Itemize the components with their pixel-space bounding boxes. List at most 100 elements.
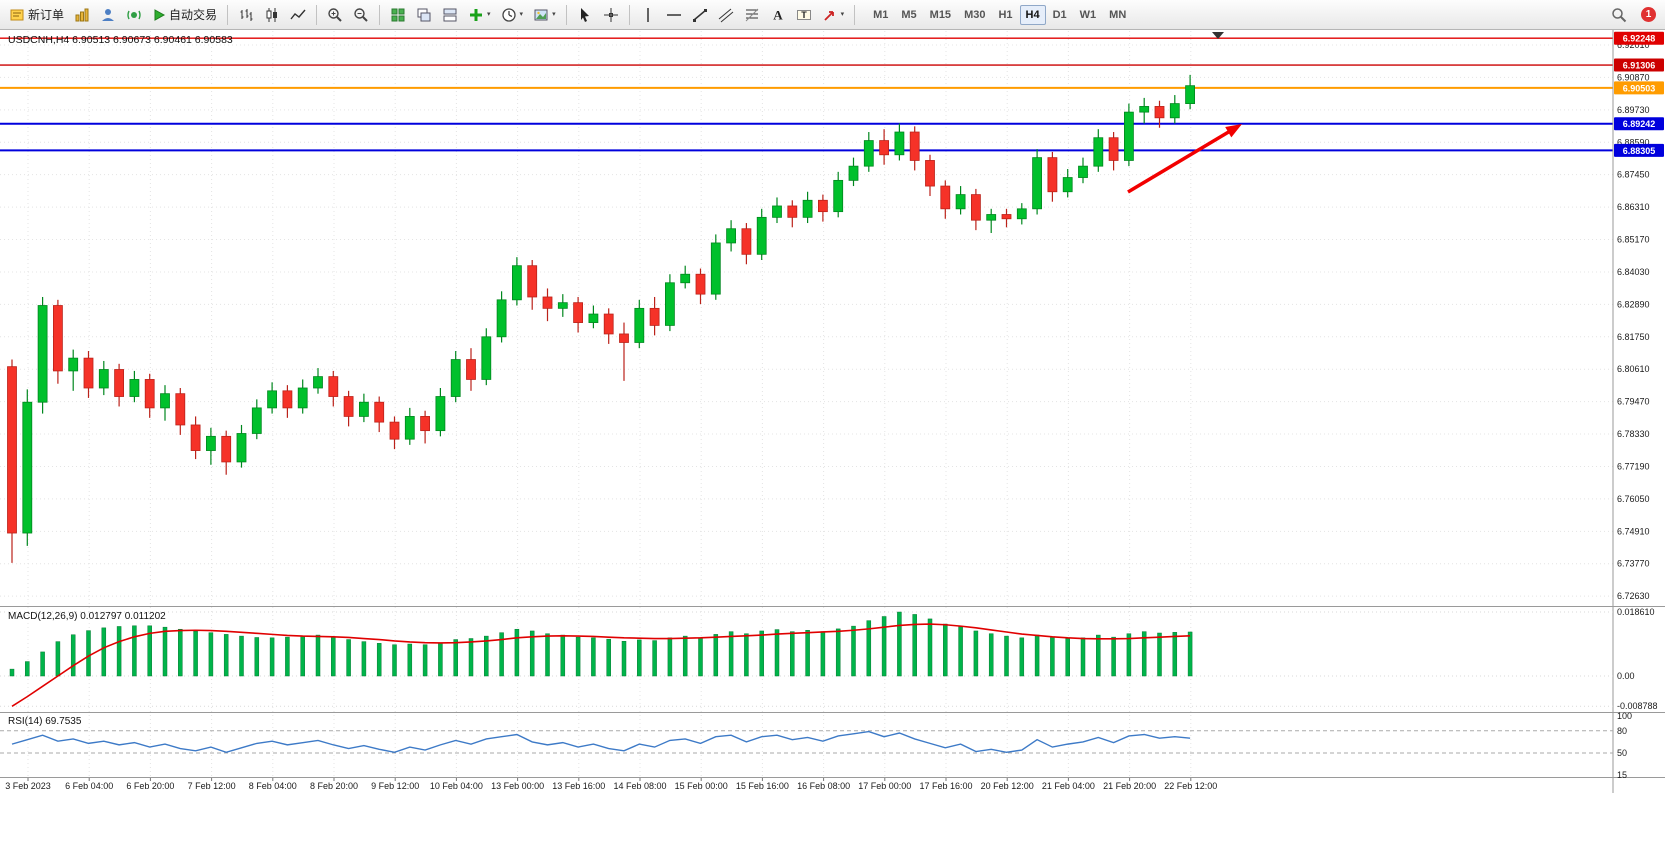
text-label-icon: T — [796, 7, 812, 23]
macd-histogram-bar — [70, 634, 76, 677]
price-axis-label: 6.80610 — [1617, 364, 1650, 374]
price-axis-label: 6.78330 — [1617, 429, 1650, 439]
zoom-out-button[interactable] — [349, 3, 373, 27]
notification-badge[interactable]: 1 — [1641, 7, 1656, 22]
candle — [1139, 106, 1150, 113]
candle — [83, 357, 94, 389]
macd-histogram-bar — [927, 618, 933, 677]
macd-histogram-bar — [988, 633, 994, 677]
time-axis-label: 3 Feb 2023 — [5, 781, 51, 791]
periods-button[interactable]: ▾ — [497, 3, 528, 27]
macd-histogram-bar — [376, 643, 382, 677]
tile-windows-button[interactable] — [386, 3, 410, 27]
candle — [358, 401, 369, 417]
tab-timeframe-m1[interactable]: M1 — [867, 5, 894, 25]
candlestick-type-button[interactable] — [260, 3, 284, 27]
market-sound-button[interactable] — [122, 3, 146, 27]
autotrading-label: 自动交易 — [169, 8, 218, 22]
price-axis-label: 6.85170 — [1617, 235, 1650, 245]
search-icon — [1611, 7, 1627, 23]
macd-histogram-bar — [1141, 631, 1147, 677]
trendline-tool-button[interactable] — [688, 3, 712, 27]
rsi-title: RSI(14) 69.7535 — [8, 716, 82, 727]
bar-chart-type-button[interactable] — [234, 3, 258, 27]
candle — [1078, 165, 1088, 178]
cursor-tool-button[interactable] — [573, 3, 597, 27]
channel-tool-button[interactable] — [714, 3, 738, 27]
candle — [22, 401, 33, 534]
time-axis-label: 14 Feb 08:00 — [613, 781, 666, 791]
tab-timeframe-d1[interactable]: D1 — [1047, 5, 1073, 25]
candle — [1169, 103, 1180, 119]
tab-timeframe-h1[interactable]: H1 — [992, 5, 1018, 25]
trend-arrow-annotation[interactable] — [1127, 128, 1233, 194]
candle — [940, 185, 951, 210]
zoom-in-button[interactable] — [323, 3, 347, 27]
new-chart-button[interactable] — [70, 3, 94, 27]
macd-histogram-bar — [529, 630, 535, 677]
macd-axis-label: -0.008788 — [1617, 701, 1658, 711]
candle — [160, 393, 170, 409]
candle — [680, 273, 691, 284]
candle — [343, 396, 354, 417]
macd-histogram-bar — [545, 633, 550, 677]
arrow-shape-icon — [822, 7, 838, 23]
macd-signal-line — [11, 623, 1191, 707]
search-button[interactable] — [1607, 3, 1631, 27]
tab-timeframe-w1[interactable]: W1 — [1074, 5, 1103, 25]
svg-text:T: T — [801, 9, 807, 19]
tab-timeframe-h4[interactable]: H4 — [1019, 4, 1046, 25]
tab-timeframe-m30[interactable]: M30 — [958, 5, 991, 25]
indicators-button[interactable]: ▾ — [464, 3, 495, 27]
macd-histogram-bar — [40, 651, 45, 677]
candle — [481, 336, 492, 380]
macd-histogram-bar — [866, 620, 872, 677]
arrows-tool-button[interactable]: ▾ — [818, 3, 849, 27]
candle — [603, 313, 614, 335]
chart-shift-marker[interactable] — [1212, 32, 1224, 39]
macd-histogram-bar — [1172, 632, 1178, 677]
time-axis-label: 21 Feb 04:00 — [1042, 781, 1095, 791]
price-axis-label: 6.87450 — [1617, 170, 1650, 180]
candle — [787, 205, 798, 218]
line-chart-type-button[interactable] — [286, 3, 310, 27]
candle — [894, 131, 905, 156]
candle — [389, 421, 400, 440]
macd-histogram-bar — [162, 626, 168, 677]
crosshair-tool-button[interactable] — [599, 3, 623, 27]
candle — [1016, 208, 1027, 220]
candle — [450, 359, 461, 397]
tab-timeframe-m15[interactable]: M15 — [924, 5, 957, 25]
candle — [557, 302, 568, 309]
horizontal-line-tool-button[interactable] — [662, 3, 686, 27]
candle — [1047, 157, 1058, 193]
macd-histogram-bar — [1096, 634, 1101, 677]
macd-histogram-bar — [147, 625, 152, 677]
candle — [297, 387, 308, 409]
new-order-button[interactable]: 新订单 — [5, 3, 68, 27]
candle — [573, 302, 583, 323]
candle — [542, 296, 553, 309]
tab-timeframe-mn[interactable]: MN — [1103, 5, 1132, 25]
fibonacci-tool-button[interactable] — [740, 3, 764, 27]
text-label-tool-button[interactable]: T — [792, 3, 816, 27]
price-axis-label: 6.88590 — [1617, 137, 1650, 147]
chart-canvas[interactable]: 6.92010 6.90870 6.89730 6.88590 6.87450 6.863… — [0, 30, 1665, 845]
templates-button[interactable]: ▾ — [529, 3, 560, 27]
time-axis-label: 10 Feb 04:00 — [430, 781, 483, 791]
price-badge-label: 6.90503 — [1623, 83, 1656, 93]
price-axis-label: 6.92010 — [1617, 40, 1650, 50]
macd-histogram-bar — [958, 626, 963, 677]
cascade-windows-button[interactable] — [412, 3, 436, 27]
autotrading-button[interactable]: 自动交易 — [148, 3, 221, 27]
time-axis-label: 16 Feb 08:00 — [797, 781, 850, 791]
time-axis-label: 7 Feb 12:00 — [188, 781, 236, 791]
tab-timeframe-m5[interactable]: M5 — [895, 5, 922, 25]
macd-histogram-bar — [331, 636, 336, 677]
price-axis-label: 6.86310 — [1617, 202, 1650, 212]
arrange-windows-button[interactable] — [438, 3, 462, 27]
vertical-line-tool-button[interactable] — [636, 3, 660, 27]
text-tool-button[interactable]: A — [766, 3, 790, 27]
profile-button[interactable] — [96, 3, 120, 27]
